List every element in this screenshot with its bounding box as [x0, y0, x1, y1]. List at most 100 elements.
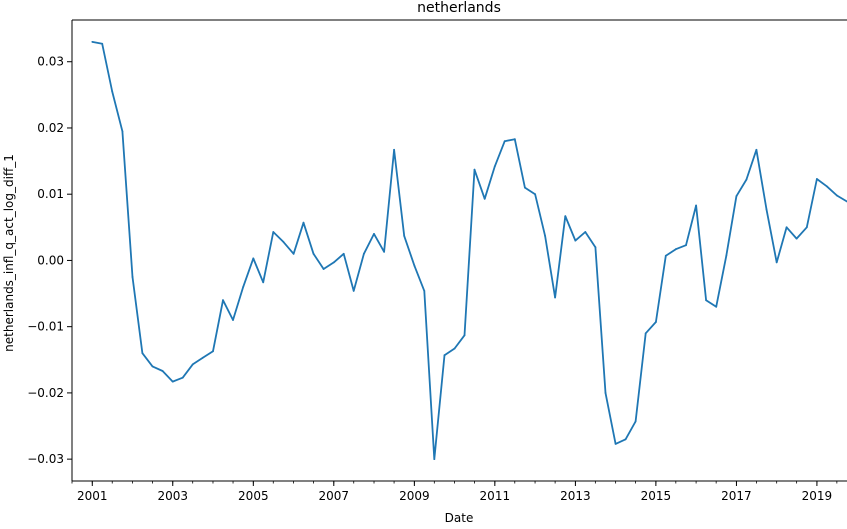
- data-point: [262, 281, 265, 284]
- data-point: [312, 252, 315, 255]
- x-tick-label: 2009: [399, 489, 430, 503]
- data-point: [584, 231, 587, 233]
- data-point: [413, 264, 416, 267]
- x-axis-label: Date: [445, 511, 474, 525]
- data-point: [342, 252, 345, 255]
- data-point: [664, 254, 667, 257]
- data-point: [725, 254, 728, 257]
- data-point: [503, 140, 506, 143]
- data-point: [795, 237, 798, 240]
- data-point: [393, 148, 395, 151]
- data-point: [131, 276, 134, 278]
- data-point: [775, 261, 778, 264]
- data-point: [373, 233, 375, 235]
- data-point: [433, 458, 436, 460]
- data-point: [212, 350, 214, 353]
- data-point: [121, 130, 124, 133]
- data-point: [242, 286, 245, 288]
- data-point: [332, 261, 335, 264]
- series-line-0: [92, 41, 847, 461]
- y-tick-label: −0.02: [27, 386, 64, 400]
- y-axis: −0.03 −0.02 −0.01 0.00 0.01 0.02 0.03: [27, 55, 72, 466]
- series-layer: [91, 41, 847, 461]
- y-tick-label: 0.00: [37, 253, 64, 267]
- data-point: [423, 290, 426, 292]
- data-point: [745, 178, 748, 181]
- x-tick-label: 2001: [77, 489, 108, 503]
- data-point: [816, 178, 818, 180]
- data-point: [363, 252, 365, 255]
- y-tick-label: 0.03: [37, 55, 64, 69]
- x-tick-label: 2013: [560, 489, 591, 503]
- data-point: [352, 290, 355, 292]
- y-tick-label: 0.01: [37, 187, 64, 201]
- data-point: [383, 250, 385, 253]
- data-point: [443, 354, 446, 357]
- y-tick-label: −0.01: [27, 320, 64, 334]
- data-point: [735, 195, 738, 198]
- data-point: [765, 208, 768, 211]
- x-tick-label: 2015: [641, 489, 672, 503]
- chart-title: netherlands: [417, 0, 501, 16]
- data-point: [564, 215, 567, 218]
- data-point: [836, 194, 838, 197]
- data-point: [222, 299, 224, 302]
- data-point: [544, 235, 546, 237]
- data-point: [805, 226, 808, 229]
- data-point: [604, 392, 607, 394]
- data-point: [181, 376, 184, 379]
- data-point: [191, 363, 194, 366]
- data-point: [614, 443, 617, 445]
- x-axis: 2001 2003 2005 2007 2009 2011 2013 2015 2017 2019: [71, 481, 838, 503]
- data-point: [101, 42, 104, 45]
- data-point: [141, 352, 144, 355]
- data-point: [715, 305, 718, 308]
- data-point: [111, 90, 114, 93]
- data-point: [272, 231, 275, 233]
- data-point: [534, 193, 536, 196]
- x-tick-label: 2017: [721, 489, 752, 503]
- data-point: [403, 235, 406, 237]
- data-point: [695, 204, 697, 207]
- data-point: [171, 380, 174, 383]
- data-point: [252, 257, 255, 260]
- data-point: [473, 168, 476, 171]
- data-point: [785, 226, 788, 229]
- data-point: [151, 365, 154, 368]
- x-tick-label: 2007: [319, 489, 350, 503]
- data-point: [483, 197, 486, 200]
- data-point: [655, 321, 657, 323]
- data-point: [705, 299, 707, 302]
- x-tick-label: 2019: [802, 489, 833, 503]
- data-point: [302, 221, 305, 224]
- y-tick-label: −0.03: [27, 452, 64, 466]
- data-point: [232, 319, 234, 321]
- data-point: [493, 165, 496, 168]
- data-point: [201, 356, 204, 359]
- data-point: [825, 185, 828, 188]
- data-point: [624, 438, 627, 441]
- data-point: [453, 347, 456, 350]
- data-point: [644, 332, 647, 335]
- data-point: [513, 138, 516, 141]
- data-point: [161, 370, 164, 372]
- data-point: [574, 239, 577, 242]
- data-point: [524, 186, 526, 189]
- x-tick-label: 2003: [157, 489, 188, 503]
- x-tick-label: 2011: [480, 489, 511, 503]
- data-point: [282, 241, 285, 243]
- data-point: [292, 252, 295, 255]
- data-point: [674, 248, 677, 251]
- x-tick-label: 2005: [238, 489, 269, 503]
- data-point: [594, 246, 597, 249]
- data-point: [463, 334, 466, 337]
- y-tick-label: 0.02: [37, 121, 64, 135]
- data-point: [634, 420, 637, 423]
- data-point: [685, 244, 687, 247]
- data-point: [554, 296, 556, 299]
- data-point: [755, 148, 758, 151]
- data-point: [322, 268, 325, 270]
- data-point: [91, 41, 94, 43]
